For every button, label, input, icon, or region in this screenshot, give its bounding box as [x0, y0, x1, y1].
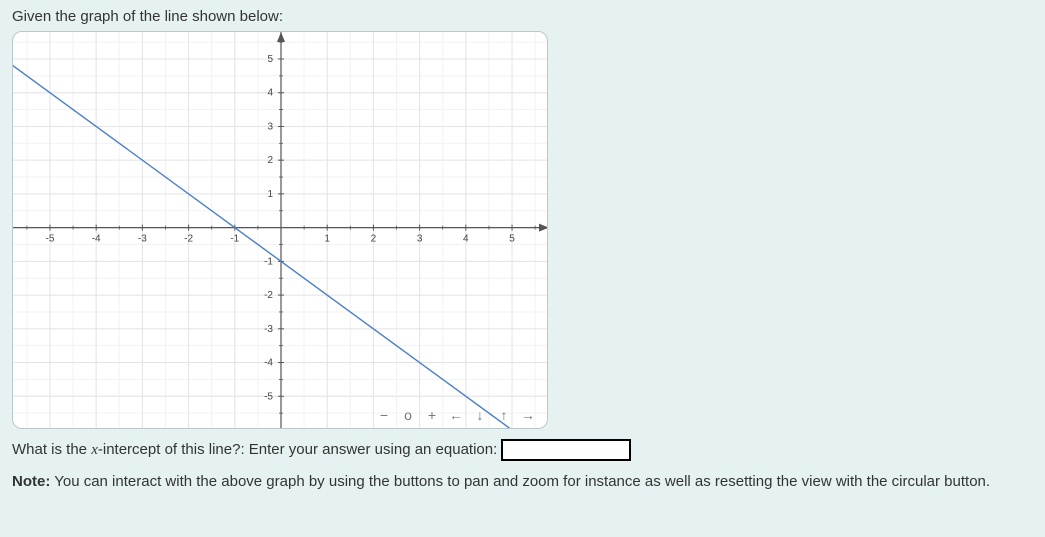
- question-suffix: -intercept of this line?: Enter your ans…: [98, 441, 497, 458]
- svg-text:-5: -5: [46, 234, 55, 245]
- svg-text:-1: -1: [264, 256, 273, 267]
- note-label: Note:: [12, 473, 50, 490]
- note-text: You can interact with the above graph by…: [50, 473, 990, 490]
- question-variable: x: [91, 442, 98, 458]
- zoom-out-button[interactable]: −: [375, 406, 393, 424]
- svg-text:1: 1: [267, 189, 273, 200]
- graph-toolbar: − o + ← ↓ ↑ →: [375, 406, 537, 424]
- svg-text:1: 1: [324, 234, 330, 245]
- graph-svg: -5 -4 -3 -2 -1 1 2 3 4 5 -5 -4 -3 -2 -1 1 2 3 4 5: [13, 32, 548, 429]
- svg-text:5: 5: [509, 234, 515, 245]
- svg-text:-2: -2: [264, 290, 273, 301]
- svg-text:-2: -2: [184, 234, 193, 245]
- svg-text:-1: -1: [230, 234, 239, 245]
- svg-text:2: 2: [267, 155, 273, 166]
- svg-text:-3: -3: [138, 234, 147, 245]
- question-prefix: What is the: [12, 441, 91, 458]
- pan-right-button[interactable]: →: [519, 406, 537, 424]
- answer-input[interactable]: [501, 439, 631, 461]
- svg-text:4: 4: [267, 88, 273, 99]
- svg-text:-5: -5: [264, 391, 273, 402]
- pan-left-button[interactable]: ←: [447, 406, 465, 424]
- question-line: What is the x-intercept of this line?: E…: [12, 439, 1033, 461]
- reset-view-button[interactable]: o: [399, 406, 417, 424]
- svg-text:2: 2: [371, 234, 377, 245]
- svg-text:4: 4: [463, 234, 469, 245]
- svg-text:-4: -4: [264, 358, 273, 369]
- pan-up-button[interactable]: ↑: [495, 406, 513, 424]
- pan-down-button[interactable]: ↓: [471, 406, 489, 424]
- svg-text:5: 5: [267, 54, 273, 65]
- note-line: Note: You can interact with the above gr…: [12, 471, 1033, 494]
- svg-text:-4: -4: [92, 234, 101, 245]
- graph-container: -5 -4 -3 -2 -1 1 2 3 4 5 -5 -4 -3 -2 -1 1 2 3 4 5 − o + ← ↓…: [12, 31, 548, 429]
- svg-text:-3: -3: [264, 324, 273, 335]
- zoom-in-button[interactable]: +: [423, 406, 441, 424]
- svg-text:3: 3: [417, 234, 423, 245]
- svg-text:3: 3: [267, 121, 273, 132]
- prompt-text: Given the graph of the line shown below:: [12, 8, 1033, 25]
